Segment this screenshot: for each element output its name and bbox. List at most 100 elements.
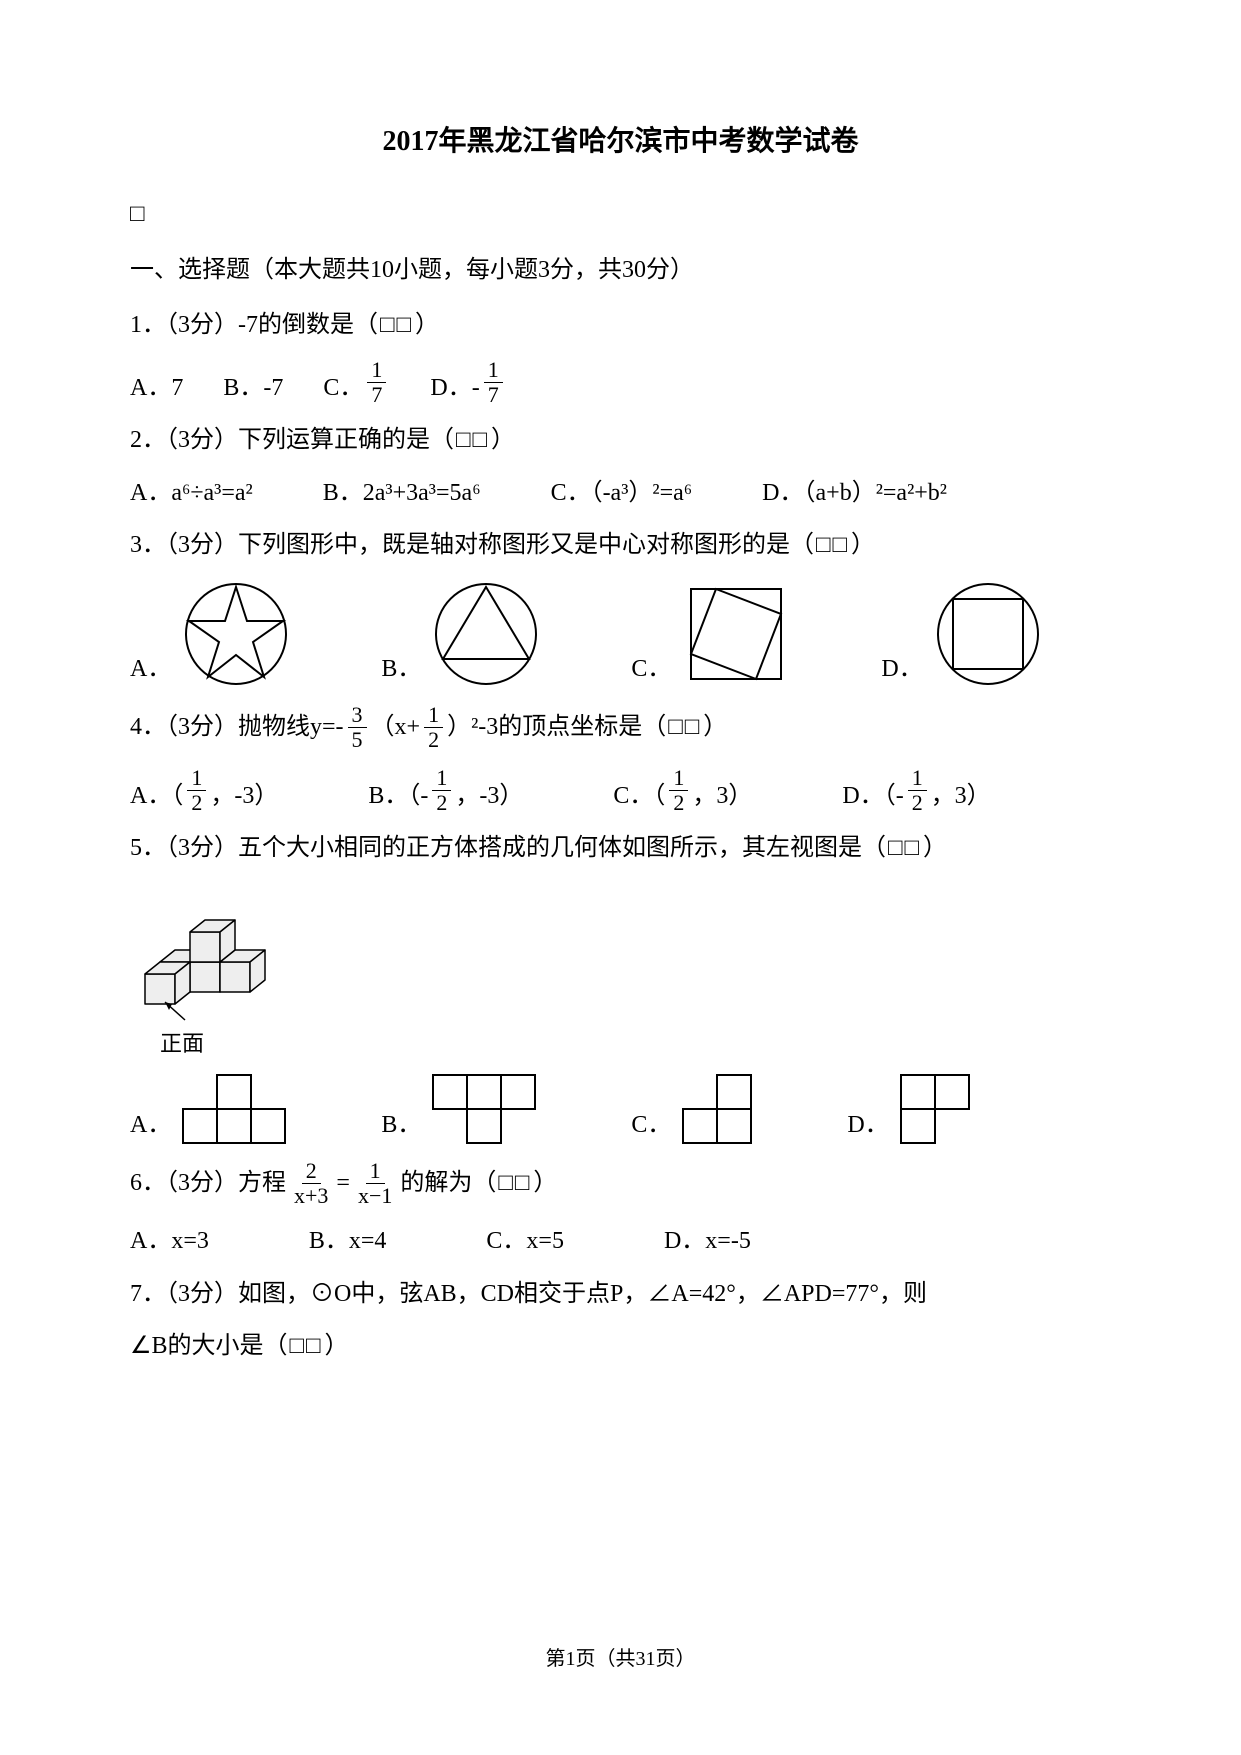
view-c-icon xyxy=(681,1073,757,1145)
q4-opt-d: D．（- 1 2 ，3） xyxy=(842,766,990,815)
opt-text: -7 xyxy=(263,369,283,407)
q7-text2: ∠B的大小是（ xyxy=(130,1327,288,1365)
neg-prefix: - xyxy=(472,369,480,407)
q6-options: A．x=3 B．x=4 C．x=5 D．x=-5 xyxy=(130,1222,1111,1260)
q4-suffix: ） xyxy=(703,708,727,746)
blank: □□ xyxy=(380,306,413,344)
view-a-icon xyxy=(181,1073,291,1145)
q4-opt-a: A．（ 1 2 ，-3） xyxy=(130,766,278,815)
q2-opt-a: A．a⁶÷a³=a² xyxy=(130,474,253,512)
q4-p3: ）²-3的顶点坐标是（ xyxy=(447,708,666,746)
opt-tail: ，3） xyxy=(692,777,752,815)
opt-label: A．（ xyxy=(130,777,183,815)
q4-p2: （x+ xyxy=(371,708,421,746)
denominator: 2 xyxy=(669,791,688,815)
q2-stem-suffix: ） xyxy=(491,421,515,459)
q2-options: A．a⁶÷a³=a² B．2a³+3a³=5a⁶ C．（-a³）²=a⁶ D．（… xyxy=(130,474,1111,512)
opt-label: B． xyxy=(381,650,421,688)
cube-figure xyxy=(130,882,1111,1022)
q3-stem: 3．（3分）下列图形中，既是轴对称图形又是中心对称图形的是（ □□ ） xyxy=(130,526,1111,564)
q7-line1: 7．（3分）如图，⊙O中，弦AB，CD相交于点P，∠A=42°，∠APD=77°… xyxy=(130,1275,1111,1313)
q1-opt-a: A． 7 xyxy=(130,369,183,407)
opt-tail: ，-3） xyxy=(455,777,523,815)
blank: □□ xyxy=(456,421,489,459)
q3-stem-suffix: ） xyxy=(851,526,875,564)
rotated-square-in-square-icon xyxy=(681,579,791,689)
numerator: 1 xyxy=(366,1159,385,1184)
denominator: x−1 xyxy=(354,1184,396,1208)
opt-tail: ，3） xyxy=(931,777,991,815)
q1-opt-c: C． 1 7 xyxy=(323,358,390,407)
q4-p1: 4．（3分）抛物线y=- xyxy=(130,708,344,746)
q3-opt-c: C． xyxy=(631,579,791,689)
opt-label: D． xyxy=(881,650,922,688)
fraction: 1 2 xyxy=(187,766,206,815)
opt-label: D． xyxy=(847,1106,888,1144)
section-heading: 一、选择题（本大题共10小题，每小题3分，共30分） xyxy=(130,251,1111,289)
blank: □□ xyxy=(888,829,921,867)
footer-post: 页） xyxy=(656,1648,696,1670)
q1-stem: 1．（3分）-7的倒数是（ □□ ） xyxy=(130,306,1111,344)
q6-p1: 6．（3分）方程 xyxy=(130,1164,286,1202)
fraction: 1 7 xyxy=(367,358,386,407)
exam-title: 2017年黑龙江省哈尔滨市中考数学试卷 xyxy=(130,120,1111,165)
opt-label: B． xyxy=(223,369,263,407)
q6-suffix: ） xyxy=(533,1164,557,1202)
star-in-circle-icon xyxy=(181,579,291,689)
opt-tail: ，-3） xyxy=(210,777,278,815)
q6-opt-d: D．x=-5 xyxy=(664,1222,751,1260)
q7-text1: 7．（3分）如图，⊙O中，弦AB，CD相交于点P，∠A=42°，∠APD=77°… xyxy=(130,1275,927,1313)
q6-opt-a: A．x=3 xyxy=(130,1222,209,1260)
q7-suffix: ） xyxy=(325,1327,349,1365)
q2-opt-b: B．2a³+3a³=5a⁶ xyxy=(323,474,481,512)
fraction: 1 x−1 xyxy=(354,1159,396,1208)
placeholder-box: □ xyxy=(130,195,1111,233)
q3-opt-b: B． xyxy=(381,579,541,689)
denominator: x+3 xyxy=(290,1184,332,1208)
footer-mid: 页（共 xyxy=(576,1648,636,1670)
opt-label: C． xyxy=(631,1106,671,1144)
denominator: 7 xyxy=(367,383,386,407)
q1-opt-d: D． - 1 7 xyxy=(430,358,506,407)
numerator: 1 xyxy=(484,358,503,383)
q3-opt-d: D． xyxy=(881,579,1042,689)
q5-stem-suffix: ） xyxy=(923,829,947,867)
blank: □□ xyxy=(290,1327,323,1365)
denominator: 2 xyxy=(432,791,451,815)
denominator: 7 xyxy=(484,383,503,407)
fraction: 1 2 xyxy=(432,766,451,815)
footer-pre: 第 xyxy=(546,1648,566,1670)
view-d-icon xyxy=(899,1073,975,1145)
q6-opt-b: B．x=4 xyxy=(309,1222,387,1260)
page-footer: 第1页（共31页） xyxy=(0,1643,1241,1675)
q1-stem-suffix: ） xyxy=(415,306,439,344)
q1-stem-text: 1．（3分）-7的倒数是（ xyxy=(130,306,378,344)
denominator: 5 xyxy=(348,728,367,752)
fraction: 1 7 xyxy=(484,358,503,407)
blank: □□ xyxy=(498,1164,531,1202)
blank: □□ xyxy=(816,526,849,564)
q5-opt-c: C． xyxy=(631,1073,757,1145)
fraction: 3 5 xyxy=(348,703,367,752)
footer-total: 31 xyxy=(636,1648,656,1670)
q5-opt-b: B． xyxy=(381,1073,541,1145)
q6-p2: 的解为（ xyxy=(400,1164,496,1202)
view-b-icon xyxy=(431,1073,541,1145)
fraction: 1 2 xyxy=(424,703,443,752)
fraction: 1 2 xyxy=(908,766,927,815)
q5-stem: 5．（3分）五个大小相同的正方体搭成的几何体如图所示，其左视图是（ □□ ） xyxy=(130,829,1111,867)
opt-label: A． xyxy=(130,1106,171,1144)
q5-stem-text: 5．（3分）五个大小相同的正方体搭成的几何体如图所示，其左视图是（ xyxy=(130,829,886,867)
q4-options: A．（ 1 2 ，-3） B．（- 1 2 ，-3） C．（ 1 2 ，3） D… xyxy=(130,766,1111,815)
q2-stem-text: 2．（3分）下列运算正确的是（ xyxy=(130,421,454,459)
cubes-3d-icon xyxy=(130,882,300,1022)
numerator: 3 xyxy=(348,703,367,728)
opt-label: B． xyxy=(381,1106,421,1144)
denominator: 2 xyxy=(424,728,443,752)
square-in-circle-icon xyxy=(933,579,1043,689)
q2-opt-c: C．（-a³）²=a⁶ xyxy=(551,474,693,512)
q1-options: A． 7 B． -7 C． 1 7 D． - 1 7 xyxy=(130,358,1111,407)
page: 2017年黑龙江省哈尔滨市中考数学试卷 □ 一、选择题（本大题共10小题，每小题… xyxy=(0,0,1241,1755)
numerator: 1 xyxy=(424,703,443,728)
blank: □□ xyxy=(668,708,701,746)
